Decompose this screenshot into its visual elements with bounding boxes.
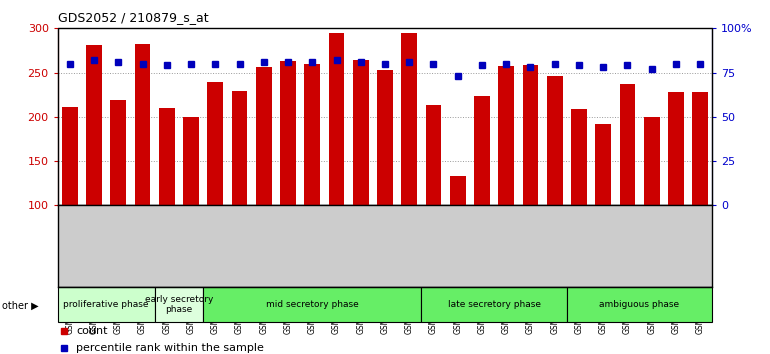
Bar [498, 67, 514, 205]
Bar [207, 82, 223, 205]
Text: GDS2052 / 210879_s_at: GDS2052 / 210879_s_at [58, 11, 209, 24]
Bar [644, 117, 660, 205]
Bar [159, 108, 175, 205]
Bar [329, 33, 344, 205]
Bar [86, 45, 102, 205]
Text: ambiguous phase: ambiguous phase [600, 300, 680, 309]
Bar [567, 287, 712, 322]
Bar [353, 60, 369, 205]
Bar [280, 61, 296, 205]
Bar [62, 107, 78, 205]
Bar [450, 176, 466, 205]
Bar [155, 287, 203, 322]
Text: proliferative phase: proliferative phase [63, 300, 149, 309]
Bar [232, 91, 247, 205]
Text: mid secretory phase: mid secretory phase [266, 300, 359, 309]
Text: late secretory phase: late secretory phase [447, 300, 541, 309]
Bar [595, 124, 611, 205]
Text: count: count [76, 326, 108, 336]
Bar [256, 67, 272, 205]
Bar [377, 70, 393, 205]
Bar [474, 96, 490, 205]
Bar [203, 287, 421, 322]
Bar [692, 92, 708, 205]
Bar [547, 76, 563, 205]
Bar [110, 100, 126, 205]
Bar [401, 33, 417, 205]
Bar [183, 117, 199, 205]
Bar [426, 105, 441, 205]
Bar [421, 287, 567, 322]
Bar [304, 64, 320, 205]
Bar [135, 44, 150, 205]
Bar [571, 109, 587, 205]
Bar [523, 65, 538, 205]
Text: other ▶: other ▶ [2, 301, 38, 311]
Bar [620, 84, 635, 205]
Bar [668, 92, 684, 205]
Bar [58, 287, 155, 322]
Text: early secretory
phase: early secretory phase [145, 295, 213, 314]
Text: percentile rank within the sample: percentile rank within the sample [76, 343, 264, 353]
